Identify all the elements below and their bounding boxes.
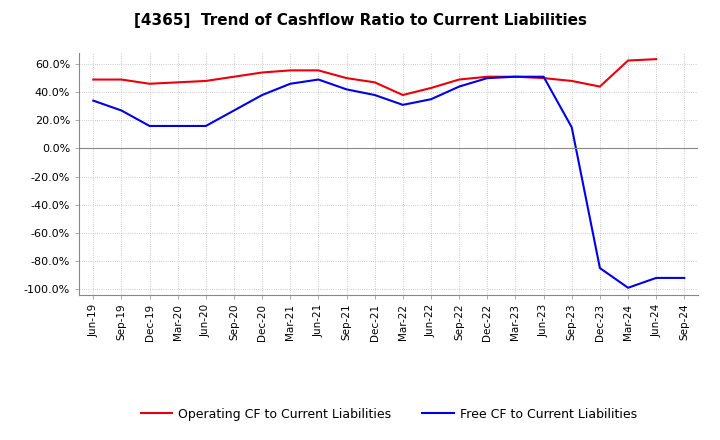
Free CF to Current Liabilities bbox=[455, 84, 464, 89]
Free CF to Current Liabilities bbox=[230, 108, 238, 113]
Operating CF to Current Liabilities bbox=[314, 68, 323, 73]
Operating CF to Current Liabilities bbox=[539, 76, 548, 81]
Free CF to Current Liabilities bbox=[427, 97, 436, 102]
Free CF to Current Liabilities bbox=[567, 125, 576, 130]
Operating CF to Current Liabilities bbox=[370, 80, 379, 85]
Operating CF to Current Liabilities bbox=[399, 92, 408, 98]
Operating CF to Current Liabilities bbox=[286, 68, 294, 73]
Legend: Operating CF to Current Liabilities, Free CF to Current Liabilities: Operating CF to Current Liabilities, Fre… bbox=[135, 403, 642, 425]
Free CF to Current Liabilities bbox=[89, 98, 98, 103]
Free CF to Current Liabilities bbox=[511, 74, 520, 79]
Free CF to Current Liabilities bbox=[286, 81, 294, 86]
Operating CF to Current Liabilities bbox=[511, 74, 520, 79]
Text: [4365]  Trend of Cashflow Ratio to Current Liabilities: [4365] Trend of Cashflow Ratio to Curren… bbox=[133, 13, 587, 28]
Free CF to Current Liabilities bbox=[483, 76, 492, 81]
Line: Operating CF to Current Liabilities: Operating CF to Current Liabilities bbox=[94, 59, 656, 95]
Operating CF to Current Liabilities bbox=[174, 80, 182, 85]
Operating CF to Current Liabilities bbox=[455, 77, 464, 82]
Operating CF to Current Liabilities bbox=[595, 84, 604, 89]
Free CF to Current Liabilities bbox=[539, 74, 548, 79]
Operating CF to Current Liabilities bbox=[89, 77, 98, 82]
Free CF to Current Liabilities bbox=[117, 108, 126, 113]
Free CF to Current Liabilities bbox=[595, 265, 604, 271]
Operating CF to Current Liabilities bbox=[342, 76, 351, 81]
Operating CF to Current Liabilities bbox=[483, 74, 492, 79]
Operating CF to Current Liabilities bbox=[427, 85, 436, 91]
Free CF to Current Liabilities bbox=[652, 275, 660, 281]
Free CF to Current Liabilities bbox=[370, 92, 379, 98]
Operating CF to Current Liabilities bbox=[567, 78, 576, 84]
Free CF to Current Liabilities bbox=[624, 285, 632, 290]
Operating CF to Current Liabilities bbox=[117, 77, 126, 82]
Free CF to Current Liabilities bbox=[258, 92, 266, 98]
Operating CF to Current Liabilities bbox=[202, 78, 210, 84]
Free CF to Current Liabilities bbox=[314, 77, 323, 82]
Operating CF to Current Liabilities bbox=[652, 56, 660, 62]
Free CF to Current Liabilities bbox=[145, 123, 154, 128]
Operating CF to Current Liabilities bbox=[145, 81, 154, 86]
Free CF to Current Liabilities bbox=[680, 275, 688, 281]
Line: Free CF to Current Liabilities: Free CF to Current Liabilities bbox=[94, 77, 684, 288]
Free CF to Current Liabilities bbox=[342, 87, 351, 92]
Operating CF to Current Liabilities bbox=[230, 74, 238, 79]
Operating CF to Current Liabilities bbox=[624, 58, 632, 63]
Free CF to Current Liabilities bbox=[202, 123, 210, 128]
Operating CF to Current Liabilities bbox=[258, 70, 266, 75]
Free CF to Current Liabilities bbox=[174, 123, 182, 128]
Free CF to Current Liabilities bbox=[399, 102, 408, 107]
